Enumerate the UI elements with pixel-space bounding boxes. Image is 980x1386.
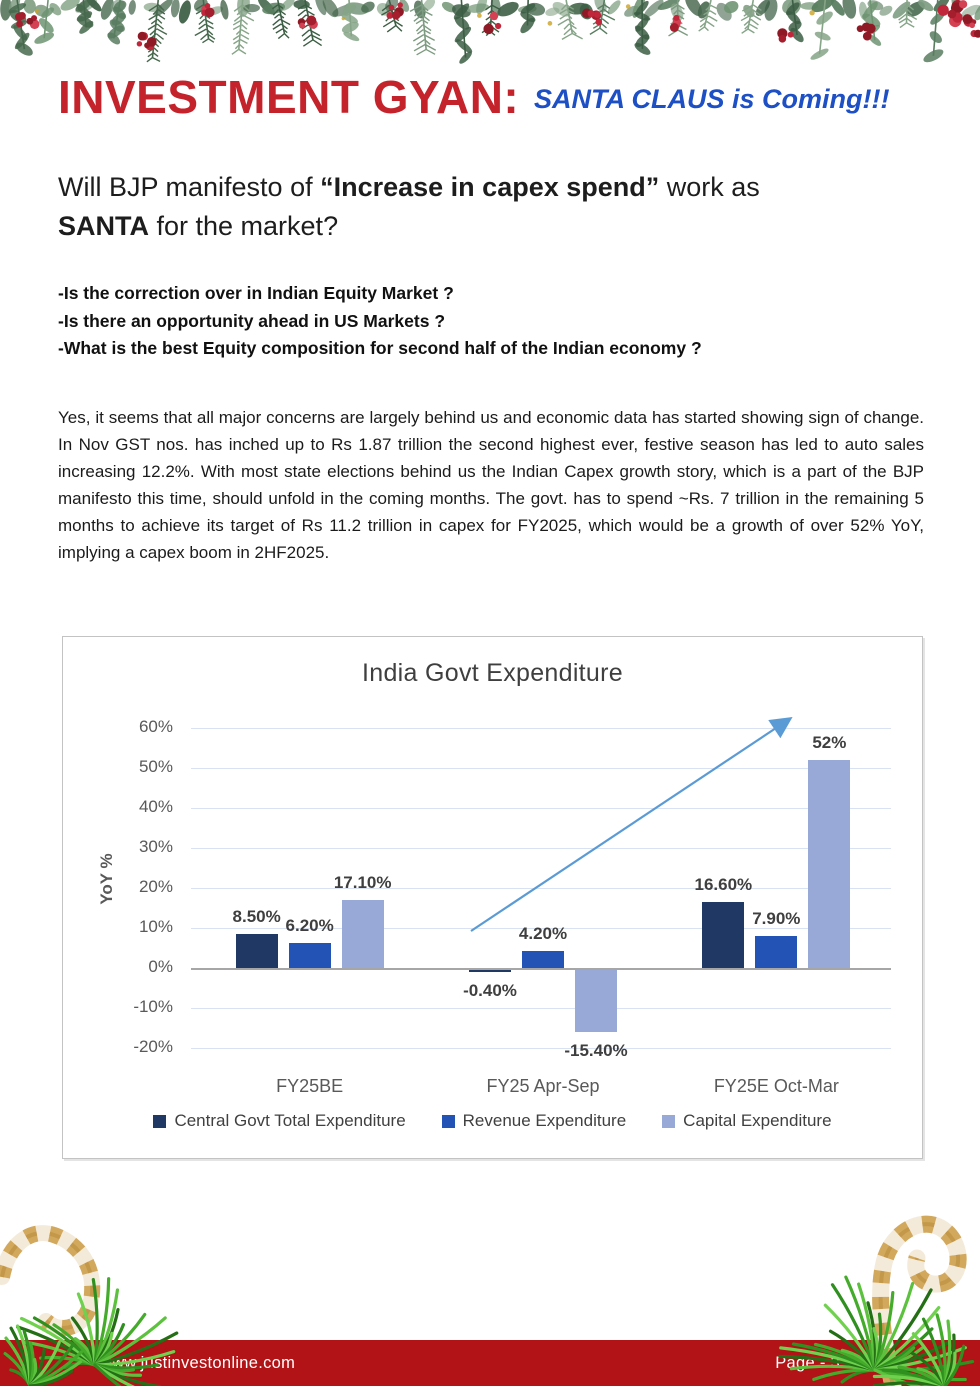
chart-category-label: FY25 Apr-Sep xyxy=(486,1076,600,1096)
legend-label: Central Govt Total Expenditure xyxy=(174,1111,406,1130)
chart-bar xyxy=(808,760,851,968)
chart-plot-area: 60% 50% 40% 30% 20% 10% 0% -10% -20% 8.50% 6.20% 17… xyxy=(63,637,922,1158)
chart-data-label: 52% xyxy=(812,733,847,752)
legend-label: Capital Expenditure xyxy=(683,1111,832,1130)
chart-bar xyxy=(341,899,384,968)
chart-bar xyxy=(575,970,617,1032)
chart-data-label: 17.10% xyxy=(333,872,392,892)
chart-title: India Govt Expenditure xyxy=(362,659,623,687)
chart-data-label: 8.50% xyxy=(232,907,281,926)
chart-y-tick-label: 40% xyxy=(138,797,173,816)
chart-y-tick-label: 30% xyxy=(138,837,173,856)
bullet-question: -Is the correction over in Indian Equity… xyxy=(58,283,454,303)
chart-data-label: -15.40% xyxy=(564,1040,628,1060)
legend-swatch-icon xyxy=(662,1114,676,1128)
legend-item: Capital Expenditure xyxy=(662,1111,832,1131)
page-title: INVESTMENT GYAN: xyxy=(58,71,520,123)
christmas-garland-decoration xyxy=(0,0,980,64)
chart-y-tick-label: 60% xyxy=(138,717,173,736)
candy-cane-icon xyxy=(0,1225,101,1336)
body-paragraph: Yes, it seems that all major concerns ar… xyxy=(58,408,924,562)
chart-gridline xyxy=(191,1008,891,1009)
question-heading: Will BJP manifesto of “Increase in capex… xyxy=(58,168,918,246)
chart-data-label: 6.20% xyxy=(285,916,334,936)
chart-zero-axis-line xyxy=(191,968,891,970)
chart-legend: Central Govt Total Expenditure Revenue Ex… xyxy=(63,1111,922,1131)
chart-y-axis-label: YoY % xyxy=(97,853,116,905)
legend-item: Revenue Expenditure xyxy=(441,1111,627,1131)
bullet-question: -What is the best Equity composition for… xyxy=(58,338,702,358)
chart-bar xyxy=(469,970,511,972)
heading-text: work as xyxy=(659,172,760,202)
chart-gridline xyxy=(191,808,891,809)
footer-page-number: Page - 3 xyxy=(775,1353,840,1372)
chart-gridline xyxy=(191,1048,891,1049)
chart-y-tick-label: -20% xyxy=(133,1037,173,1056)
chart-y-tick-label: 0% xyxy=(148,957,173,976)
heading-bold-text: “Increase in capex spend” xyxy=(320,172,660,202)
chart-data-label: -0.40% xyxy=(463,981,517,1000)
heading-text: for the market? xyxy=(149,211,339,241)
legend-swatch-icon xyxy=(153,1114,167,1128)
legend-swatch-icon xyxy=(441,1114,455,1128)
chart-data-label: 4.20% xyxy=(518,924,568,944)
chart-y-tick-label: 20% xyxy=(138,877,173,896)
chart-bar xyxy=(288,943,331,968)
chart-data-label: 16.60% xyxy=(694,874,753,894)
bullet-question-list: -Is the correction over in Indian Equity… xyxy=(58,280,938,363)
chart-gridline xyxy=(191,728,891,729)
legend-item: Central Govt Total Expenditure xyxy=(153,1111,406,1131)
chart-bar xyxy=(755,936,798,968)
footer-website-link[interactable]: www.justinvestonline.com xyxy=(100,1353,296,1372)
chart-y-tick-label: 50% xyxy=(138,757,173,776)
heading-text: Will BJP manifesto of xyxy=(58,172,321,202)
chart-category-label: FY25BE xyxy=(276,1076,344,1096)
chart-y-tick-label: -10% xyxy=(133,997,173,1016)
india-govt-expenditure-chart: 60% 50% 40% 30% 20% 10% 0% -10% -20% 8.50% 6.20% 17… xyxy=(62,636,923,1159)
bullet-question: -Is there an opportunity ahead in US Mar… xyxy=(58,310,446,331)
chart-gridline xyxy=(191,848,891,849)
heading-bold-text: SANTA xyxy=(58,211,149,241)
footer-bar: www.justinvestonline.com Page - 3 xyxy=(0,1340,980,1386)
page-subtitle: SANTA CLAUS is Coming!!! xyxy=(534,84,890,114)
chart-bar xyxy=(235,934,278,968)
legend-label: Revenue Expenditure xyxy=(462,1111,627,1130)
chart-gridline xyxy=(191,888,891,889)
chart-gridline xyxy=(191,768,891,769)
chart-bar xyxy=(522,951,564,968)
chart-y-tick-label: 10% xyxy=(138,917,173,936)
chart-category-label: FY25E Oct-Mar xyxy=(713,1076,839,1096)
